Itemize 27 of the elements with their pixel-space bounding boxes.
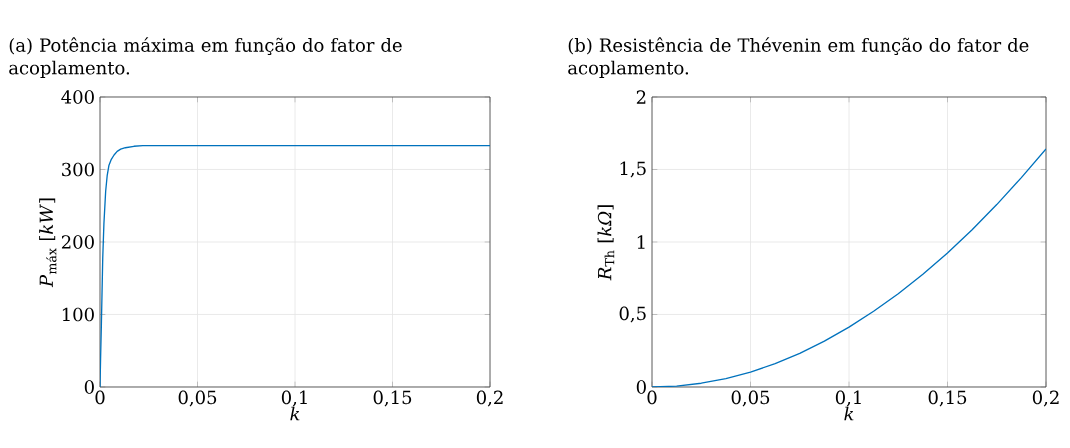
y-tick-label: 100 <box>62 307 94 322</box>
x-axis-title: k <box>844 406 854 421</box>
y-tick-label: 300 <box>62 162 94 177</box>
y-tick-label: 0,5 <box>619 306 646 323</box>
y-axis-title: P$_{máx}$ [kW] <box>39 198 57 288</box>
y-tick-label: 0 <box>636 380 646 394</box>
x-tick-label: 0,15 <box>373 390 412 407</box>
y-tick-label: 400 <box>61 90 94 104</box>
chart-title: (b) Resistência de Thévenin em função do fator de acoplamento. <box>568 37 1029 79</box>
x-axis-title: k <box>290 406 300 421</box>
y-tick-label: 200 <box>61 235 94 249</box>
x-tick-label: 0,2 <box>1032 390 1059 407</box>
x-tick-label: 0,05 <box>731 390 770 407</box>
x-tick-label: 0,2 <box>476 390 503 407</box>
x-tick-label: 0 <box>647 390 657 405</box>
y-tick-label: 2 <box>636 90 646 104</box>
x-tick-label: 0,1 <box>281 390 307 407</box>
y-tick-label: 1,5 <box>620 161 646 178</box>
x-tick-label: 0,15 <box>928 390 967 407</box>
x-tick-label: 0 <box>95 390 105 405</box>
x-tick-label: 0,05 <box>178 390 217 407</box>
chart-title: (a) Potência máxima em função do fator de acoplamento. <box>9 37 402 79</box>
y-axis-title: R$_{Th}$ [kΩ] <box>597 205 615 281</box>
x-tick-label: 0,1 <box>835 390 861 407</box>
y-tick-label: 0 <box>84 380 94 394</box>
line-series <box>652 148 1046 387</box>
y-tick-label: 1 <box>637 235 645 249</box>
